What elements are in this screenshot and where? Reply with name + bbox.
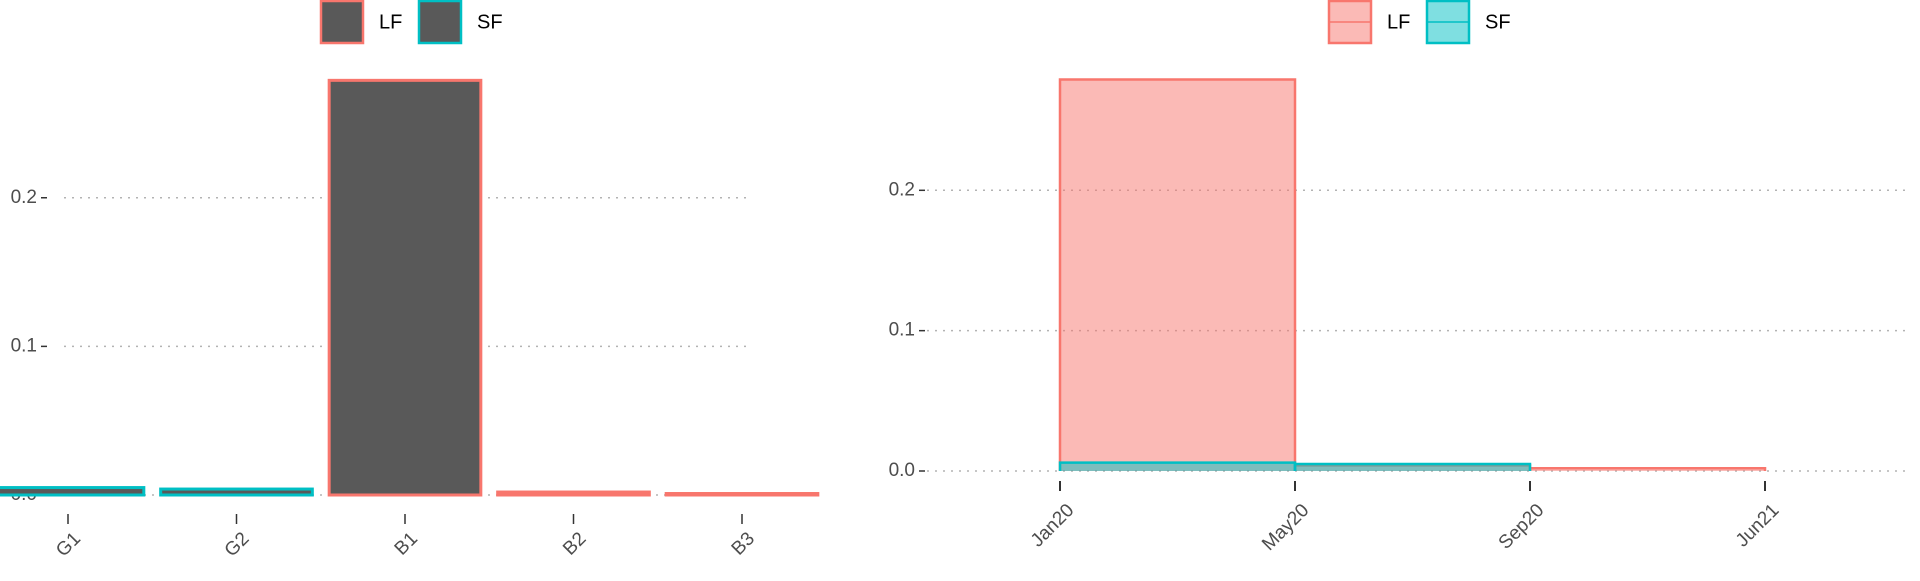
legend-label: SF (1485, 11, 1511, 33)
x-tick-label: Sep20 (1495, 500, 1549, 554)
y-tick-label: 0.1 (11, 335, 37, 356)
bar (496, 490, 651, 497)
step-area (1295, 463, 1530, 471)
bar (159, 487, 314, 497)
legend-label: LF (1387, 11, 1410, 33)
x-tick-label: B3 (728, 528, 759, 559)
y-tick-label: 0.1 (889, 320, 915, 341)
x-tick-label: G1 (52, 528, 85, 561)
step-area (1060, 462, 1295, 471)
bar (0, 486, 146, 497)
x-tick-label: Jun21 (1732, 500, 1783, 551)
legend-key (417, 0, 463, 45)
step-line (1293, 462, 1532, 471)
y-tick-label: 0.2 (11, 187, 37, 208)
step-area (1530, 468, 1765, 471)
bar (327, 78, 483, 497)
legend-key (319, 0, 365, 45)
step-area (1060, 79, 1295, 471)
y-tick-label: 0.2 (889, 179, 915, 200)
bar (664, 492, 820, 497)
x-tick-label: G2 (221, 528, 254, 561)
step-line (1058, 78, 1297, 471)
x-tick-label: B2 (559, 528, 590, 559)
x-tick-label: May20 (1258, 500, 1313, 555)
legend-label: SF (477, 11, 503, 33)
x-tick-label: B1 (391, 528, 422, 559)
x-tick-label: Jan20 (1027, 500, 1078, 551)
legend-label: LF (379, 11, 402, 33)
y-tick-label: 0.0 (889, 460, 915, 481)
